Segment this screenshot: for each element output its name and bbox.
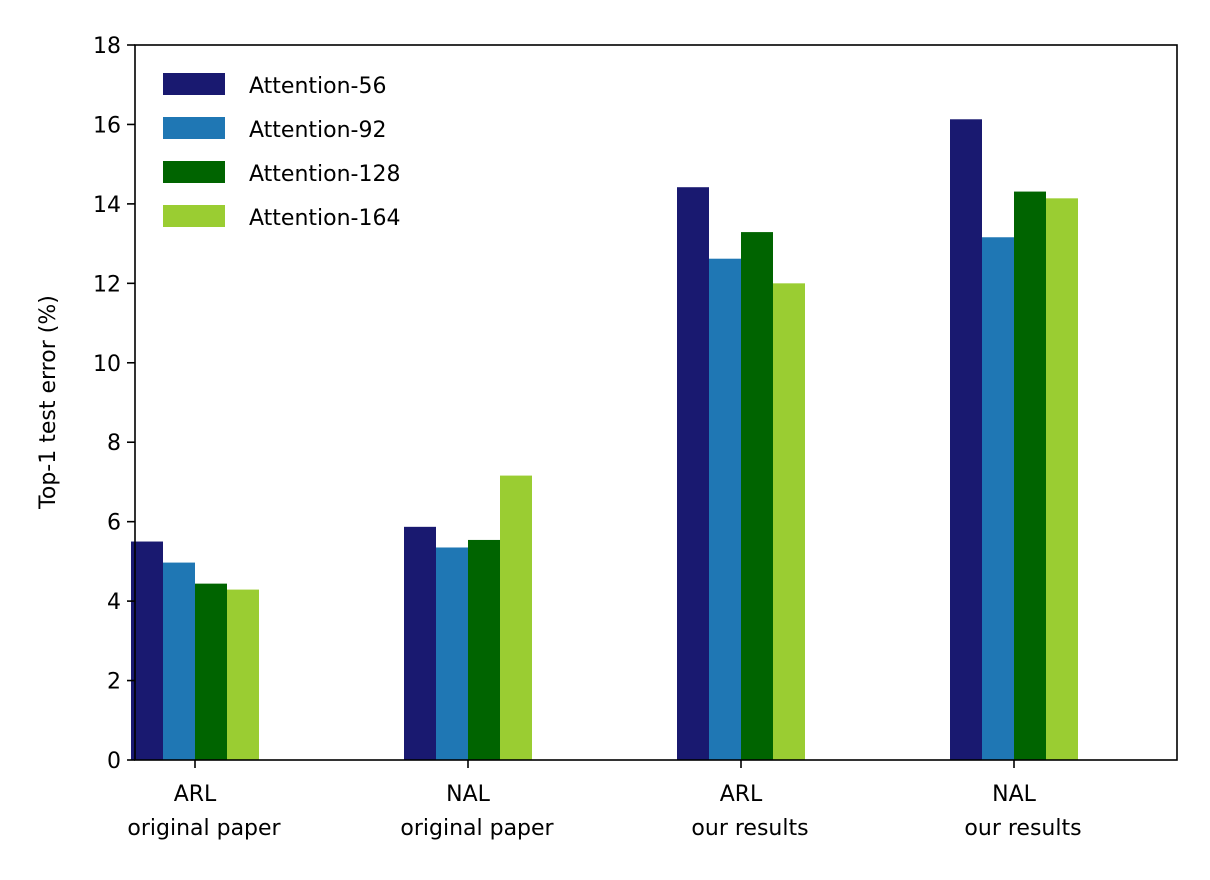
bar-attention-56-group-4 [950,119,982,760]
bar-attention-164-group-2 [500,475,532,760]
x-tick-label: NAL [992,782,1037,807]
y-tick-label: 6 [107,511,121,536]
legend-label: Attention-128 [249,162,400,187]
bar-attention-128-group-1 [195,583,227,760]
bar-attention-128-group-2 [468,539,500,760]
y-tick-label: 10 [93,352,121,377]
x-tick-label: original paper [127,816,281,841]
bar-attention-56-group-1 [131,541,163,760]
x-tick-label: original paper [400,816,554,841]
legend: Attention-56 Attention-92 Attention-128 Att… [163,73,400,231]
legend-label: Attention-164 [249,206,400,231]
bar-attention-128-group-3 [741,232,773,760]
x-tick-label: our results [964,816,1081,841]
x-tick-label: NAL [446,782,491,807]
y-tick-label: 8 [107,431,121,456]
bar-attention-128-group-4 [1014,191,1046,760]
legend-swatch [163,73,225,95]
bars-layer [131,119,1078,761]
x-tick-label: ARL [720,782,763,807]
bar-attention-92-group-1 [163,562,195,760]
axes-layer: 0 2 4 6 8 10 12 14 16 18 ARL original paper NAL origi… [93,34,1178,841]
legend-swatch [163,117,225,139]
legend-label: Attention-56 [249,74,386,99]
plot-frame [134,44,1178,761]
y-axis-label: Top-1 test error (%) [36,295,61,510]
bar-attention-164-group-1 [227,589,259,760]
bar-attention-164-group-3 [773,283,805,760]
y-tick-label: 12 [93,272,121,297]
y-tick-label: 2 [107,670,121,695]
legend-label: Attention-92 [249,118,386,143]
y-tick-label: 16 [93,113,121,138]
x-tick-label: our results [691,816,808,841]
bar-attention-56-group-3 [677,187,709,760]
y-tick-label: 14 [93,193,121,218]
legend-swatch [163,161,225,183]
bar-attention-164-group-4 [1046,198,1078,761]
x-tick-label: ARL [174,782,217,807]
y-tick-label: 18 [93,34,121,59]
bar-attention-56-group-2 [404,526,436,760]
bar-attention-92-group-2 [436,547,468,760]
bar-attention-92-group-4 [982,237,1014,760]
y-tick-label: 0 [107,749,121,774]
bar-attention-92-group-3 [709,258,741,760]
y-tick-label: 4 [107,590,121,615]
legend-swatch [163,205,225,227]
